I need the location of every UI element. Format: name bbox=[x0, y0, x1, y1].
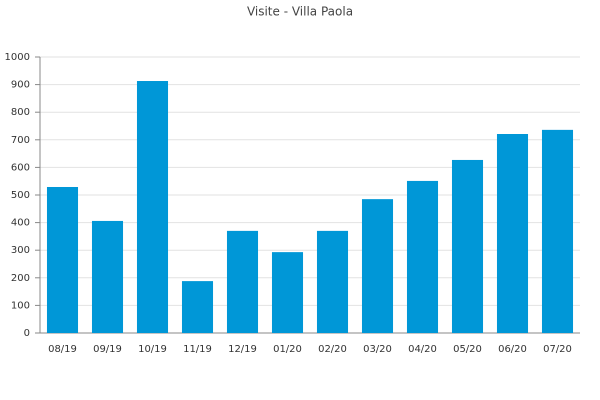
y-tick-label: 0 bbox=[24, 328, 30, 339]
y-tick-label: 100 bbox=[11, 300, 30, 311]
x-tick-label: 09/19 bbox=[93, 344, 122, 355]
x-tick-label: 01/20 bbox=[273, 344, 302, 355]
bar bbox=[541, 129, 574, 333]
x-tick-label: 10/19 bbox=[138, 344, 167, 355]
bar bbox=[181, 281, 214, 333]
bar bbox=[91, 220, 124, 333]
y-tick-label: 200 bbox=[11, 273, 30, 284]
bar bbox=[136, 81, 169, 334]
y-tick-label: 400 bbox=[11, 218, 30, 229]
y-tick-label: 600 bbox=[11, 162, 30, 173]
y-tick-label: 800 bbox=[11, 107, 30, 118]
x-tick-label: 05/20 bbox=[453, 344, 482, 355]
x-tick-label: 02/20 bbox=[318, 344, 347, 355]
x-tick-label: 11/19 bbox=[183, 344, 212, 355]
chart-title: Visite - Villa Paola bbox=[247, 5, 353, 19]
bar bbox=[496, 134, 529, 333]
x-tick-label: 06/20 bbox=[498, 344, 527, 355]
bar bbox=[271, 252, 304, 333]
x-tick-label: 07/20 bbox=[543, 344, 572, 355]
y-tick-label: 500 bbox=[11, 190, 30, 201]
y-tick-label: 700 bbox=[11, 135, 30, 146]
x-tick-label: 03/20 bbox=[363, 344, 392, 355]
bar bbox=[226, 230, 259, 333]
x-tick-label: 04/20 bbox=[408, 344, 437, 355]
x-tick-label: 08/19 bbox=[48, 344, 77, 355]
y-tick-label: 300 bbox=[11, 245, 30, 256]
bar bbox=[406, 180, 439, 333]
y-tick-label: 900 bbox=[11, 80, 30, 91]
x-tick-label: 12/19 bbox=[228, 344, 257, 355]
bar bbox=[46, 186, 79, 333]
bar bbox=[361, 199, 394, 333]
y-tick-label: 1000 bbox=[5, 52, 30, 63]
bar bbox=[316, 230, 349, 333]
bar bbox=[451, 159, 484, 333]
